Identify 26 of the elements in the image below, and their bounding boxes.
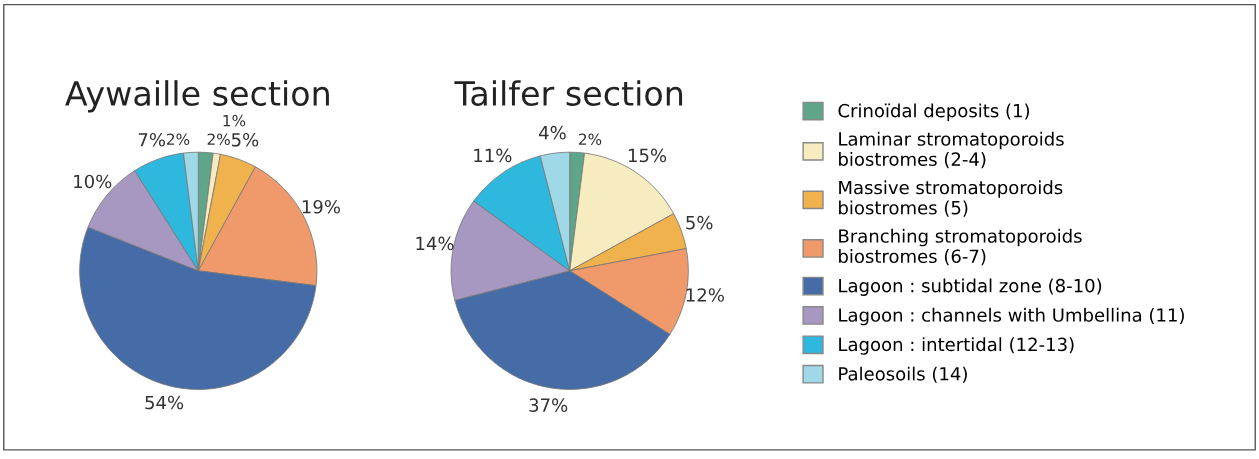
legend-label: Laminar stromatoporoids biostromes (2-4) (839, 131, 1064, 169)
data-label: 54% (145, 395, 184, 410)
data-label: 19% (302, 199, 340, 214)
legend-label: Lagoon : intertidal (12-13) (839, 337, 1074, 355)
data-label: 5% (686, 215, 713, 230)
legend-label: Crinoïdal deposits (1) (838, 103, 1030, 121)
data-label: 4% (539, 125, 566, 140)
legend-label: Lagoon : subtidal zone (8-10) (839, 278, 1102, 296)
data-label: 10% (74, 174, 112, 189)
legend-label: Paleosoils (14) (839, 366, 967, 383)
legend-label: Branching stromatoporoids biostromes (6-7) (839, 228, 1082, 266)
data-label: 7% (138, 132, 165, 147)
data-label: 5% (231, 132, 259, 147)
data-label: 12% (686, 288, 724, 302)
legend-label: Massive stromatoporoids biostromes (5) (839, 180, 1063, 217)
data-label: 14% (416, 236, 454, 251)
data-label: 2% (166, 133, 190, 145)
data-label: 37% (529, 398, 568, 412)
data-label: 1% (223, 114, 246, 127)
chart-title: Aywaille section (65, 80, 329, 113)
data-label: 11% (474, 148, 512, 163)
legend-label: Lagoon : channels with Umbellina (11) (839, 307, 1184, 326)
data-label: 2% (579, 133, 602, 145)
data-label: 2% (207, 133, 230, 145)
data-label: 15% (628, 148, 667, 163)
chart-title: Tailfer section (454, 80, 683, 106)
